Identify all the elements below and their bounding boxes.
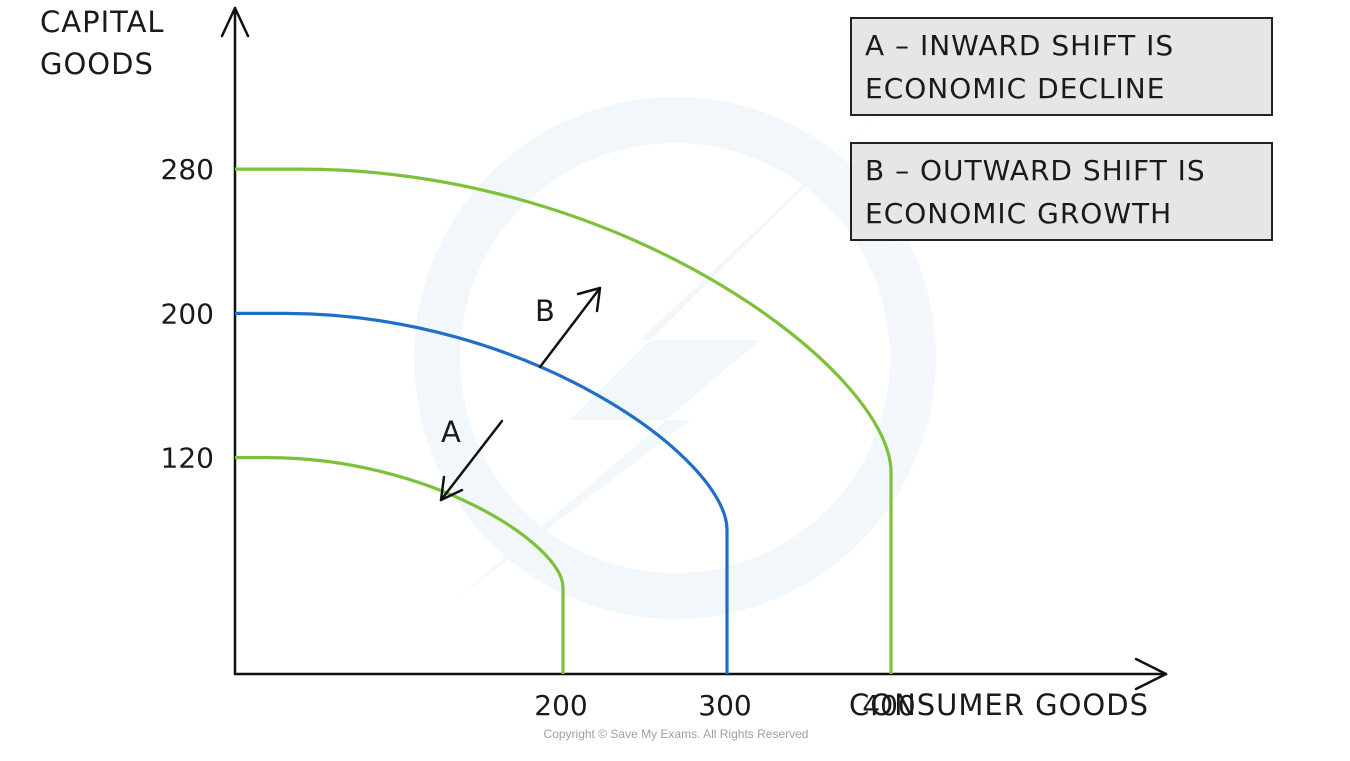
arrow-b-head bbox=[576, 286, 602, 313]
shift-arrow-a bbox=[439, 419, 504, 502]
legend-box-b-line1: B – OUTWARD SHIFT IS bbox=[865, 154, 1206, 187]
y-tick-label-200: 200 bbox=[161, 297, 214, 330]
arrow-b-label: B bbox=[535, 294, 556, 328]
arrow-a-head bbox=[439, 475, 464, 502]
arrow-b-shaft bbox=[538, 286, 602, 369]
copyright-notice: Copyright © Save My Exams. All Rights Re… bbox=[544, 727, 809, 741]
legend-box-b-line2: ECONOMIC GROWTH bbox=[865, 197, 1172, 230]
y-axis-label-line2: GOODS bbox=[40, 47, 154, 81]
y-tick-label-120: 120 bbox=[161, 442, 214, 475]
legend-box-a-line2: ECONOMIC DECLINE bbox=[865, 72, 1165, 105]
x-tick-labels: 200 300 400 bbox=[534, 689, 915, 722]
legend-box-b: B – OUTWARD SHIFT IS ECONOMIC GROWTH bbox=[850, 142, 1273, 241]
arrow-a-shaft bbox=[439, 419, 504, 502]
ppf-curve-2 bbox=[235, 311, 729, 674]
y-axis-arrowhead bbox=[220, 6, 250, 38]
ppf-curves bbox=[235, 167, 893, 674]
y-axis-label-line1: CAPITAL bbox=[40, 5, 165, 39]
ppf-curve-1 bbox=[235, 456, 565, 674]
axes bbox=[220, 6, 1168, 691]
y-tick-labels: 120 200 280 bbox=[161, 153, 214, 474]
legend-box-b-frame bbox=[850, 142, 1273, 241]
watermark-logo bbox=[414, 97, 936, 619]
shift-arrow-b bbox=[538, 286, 602, 369]
x-tick-label-400: 400 bbox=[862, 689, 915, 722]
y-tick-label-280: 280 bbox=[161, 153, 214, 186]
x-axis-label: CONSUMER GOODS bbox=[849, 688, 1149, 722]
arrow-a-label: A bbox=[441, 415, 462, 449]
legend-box-a: A – INWARD SHIFT IS ECONOMIC DECLINE bbox=[850, 17, 1273, 116]
legend-box-a-frame bbox=[850, 17, 1273, 116]
x-tick-label-300: 300 bbox=[698, 689, 751, 722]
x-tick-label-200: 200 bbox=[534, 689, 587, 722]
ppf-curve-3 bbox=[235, 167, 893, 674]
x-axis-arrowhead bbox=[1134, 657, 1168, 691]
legend-box-a-line1: A – INWARD SHIFT IS bbox=[865, 29, 1174, 62]
